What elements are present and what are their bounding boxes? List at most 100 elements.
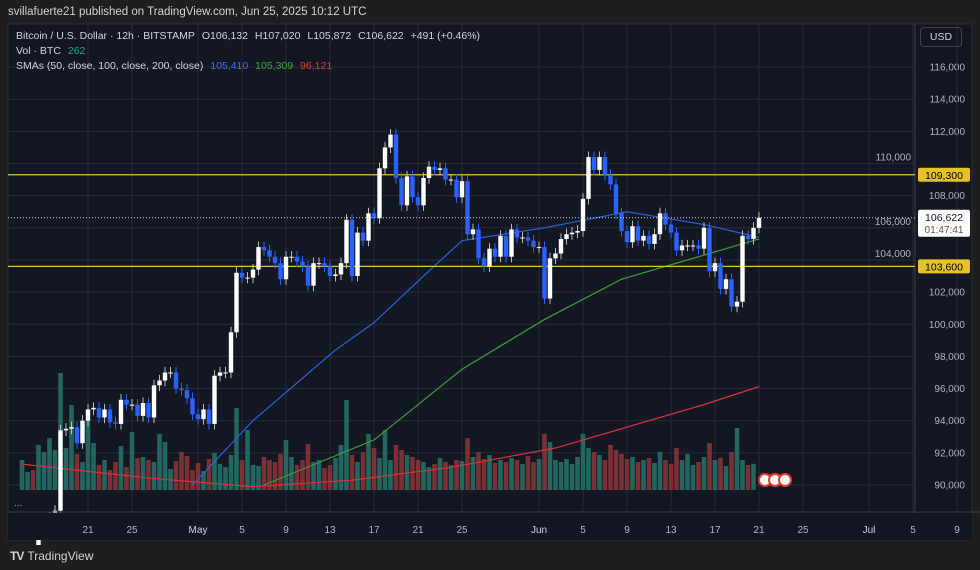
candle-body [305,266,311,286]
candle-body [608,174,613,185]
volume-bar [272,462,278,490]
candle-body [520,237,525,239]
volume-bar [668,464,674,490]
volume-bar [707,443,712,490]
volume-bar [580,434,586,490]
sma200-value: 96,121 [300,60,333,72]
volume-bar [657,452,663,490]
volume-bar [80,462,85,490]
x-tick-label: 25 [456,525,468,536]
candle-body [707,227,712,272]
candle-body [184,390,190,399]
candle-body [300,261,305,267]
volume-bar [652,463,657,490]
candle-body [272,256,278,264]
volume-bar [206,459,212,490]
volume-bar [212,453,217,490]
volume-bar [201,471,206,490]
candle-body [162,372,168,381]
volume-bar [184,456,190,490]
volume-bar [25,472,30,490]
candle-body [729,279,734,307]
candle-body [718,263,723,289]
economic-event-flag-icon[interactable] [778,473,792,487]
sma100-value: 105,309 [255,60,294,72]
level-price-label: 103,600 [925,261,963,273]
symbol-title[interactable]: Bitcoin / U.S. Dollar · 12h · BITSTAMP [16,30,195,42]
candle-body [69,427,74,429]
volume-bar [311,462,316,490]
volume-bar [564,459,569,490]
volume-bar [514,460,520,490]
candle-body [591,157,597,170]
currency-button[interactable]: USD [920,27,962,47]
last-price-label: 106,622 [925,212,963,224]
candle-body [685,245,690,247]
volume-bar [102,460,107,490]
volume-bar [223,467,228,490]
volume-bar [542,434,547,490]
candle-body [415,197,421,206]
volume-bar [613,450,619,490]
x-tick-label: 9 [624,525,630,536]
sma200-line [21,386,760,488]
candle-body [751,227,756,240]
candle-body [602,157,608,175]
legend-symbol-row: Bitcoin / U.S. Dollar · 12h · BITSTAMP O… [16,30,484,42]
candle-body [107,409,113,423]
volume-bar [641,460,646,490]
candle-body [696,245,701,249]
candle-body [624,231,630,243]
candle-body [465,181,470,235]
x-tick-label: May [189,525,208,536]
volume-bar [520,464,525,490]
candle-body [404,176,410,206]
candle-body [102,409,107,418]
volume-bar [745,465,751,490]
volume-bar [729,452,734,490]
volume-bar [498,460,503,490]
candle-body [536,247,542,249]
volume-bar [52,450,58,490]
x-tick-label: 5 [580,525,586,536]
volume-bar [646,458,652,490]
candle-body [745,235,751,240]
volume-bar [140,457,146,490]
candle-body [701,227,707,249]
candle-body [157,380,162,386]
candle-body [58,430,63,511]
volume-bar [245,430,250,490]
volume-bar [481,459,487,490]
volume-bar [157,434,162,490]
volume-bar [195,463,201,490]
candle-body [140,403,146,416]
y-tick-label: 112,000 [930,127,966,138]
candle-body [652,234,657,244]
candle-body [316,263,322,265]
candle-body [663,213,668,225]
volume-bar [751,463,756,490]
candle-body [377,168,382,219]
y-tick-label: 114,000 [930,95,966,106]
level-price-tag [918,259,970,274]
volume-bar [36,445,41,490]
y-tick-label: 100,000 [929,320,966,331]
more-indicators-button[interactable]: ... [14,498,23,509]
candle-body [168,372,173,374]
y-tick-label: 102,000 [929,288,966,299]
price-chart[interactable]: 90,000 92,000 94,000 96,000 98,000 100,000 102… [0,0,980,545]
volume-bar [294,465,300,490]
candle-body [344,219,349,264]
volume-label[interactable]: Vol · BTC [16,45,61,57]
candle-body [113,422,118,424]
sma-label[interactable]: SMAs (50, close, 100, close, 200, close) [16,60,204,72]
x-tick-label: 21 [412,525,424,536]
volume-bar [437,458,443,490]
y-tick-label: 94,000 [934,416,965,427]
volume-bar [30,470,36,490]
x-tick-label: 9 [954,525,960,536]
volume-bar [69,405,74,490]
volume-bar [146,460,151,490]
candle-body [283,256,289,280]
candle-body [63,428,69,431]
